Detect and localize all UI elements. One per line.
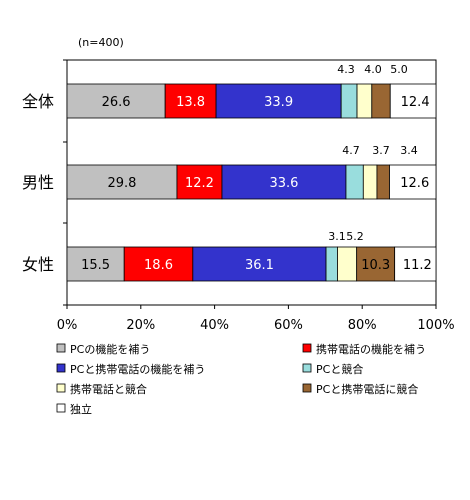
legend-swatch (302, 343, 312, 353)
bar-segment (325, 246, 338, 282)
legend-label: 携帯電話の機能を補う (316, 342, 426, 356)
bar-segment (221, 164, 347, 200)
data-label: 29.8 (108, 176, 137, 191)
data-label: 4.7 (342, 144, 360, 157)
legend-label: PCと携帯電話の機能を補う (70, 362, 205, 376)
sample-size-note: (n=400) (78, 36, 124, 49)
bar-segment (215, 83, 342, 119)
bar-segment (362, 164, 378, 200)
data-label: 36.1 (245, 258, 274, 273)
legend-label: PCの機能を補う (70, 342, 150, 356)
data-label: 33.9 (264, 95, 293, 110)
bar-segment (389, 83, 437, 119)
data-label: 3.4 (400, 144, 418, 157)
bar-segment (389, 164, 437, 200)
data-label: 12.4 (401, 95, 430, 110)
category-label: 全体 (22, 92, 54, 111)
legend-swatch (302, 363, 312, 373)
x-tick-label: 100% (417, 318, 454, 333)
data-label: 13.8 (176, 95, 205, 110)
category-label: 男性 (22, 173, 54, 192)
legend-label: PCと競合 (316, 362, 363, 376)
bar-segment (340, 83, 358, 119)
x-tick-label: 60% (274, 318, 303, 333)
bar-segment (66, 164, 178, 200)
bar-segment (123, 246, 194, 282)
data-label: 18.6 (144, 258, 173, 273)
bar-segment (371, 83, 391, 119)
legend-swatch (56, 403, 66, 413)
bar-segment (66, 246, 125, 282)
bar-segment (337, 246, 358, 282)
data-label: 12.6 (400, 176, 429, 191)
bar-segment (394, 246, 437, 282)
data-label: 15.5 (81, 258, 110, 273)
legend-label: PCと携帯電話に競合 (316, 382, 418, 396)
bar-segment (192, 246, 327, 282)
data-label: 4.0 (364, 63, 382, 76)
data-label: 3.1 (328, 230, 346, 243)
bar-segment (66, 83, 166, 119)
x-tick-label: 40% (200, 318, 229, 333)
data-label: 33.6 (269, 176, 298, 191)
legend-swatch (302, 383, 312, 393)
legend-label: 独立 (70, 402, 92, 416)
bar-segment (164, 83, 217, 119)
data-label: 10.3 (361, 258, 390, 273)
data-label: 4.3 (337, 63, 355, 76)
data-label: 12.2 (185, 176, 214, 191)
legend-swatch (56, 343, 66, 353)
data-label: 26.6 (102, 95, 131, 110)
x-tick-label: 20% (126, 318, 155, 333)
category-label: 女性 (22, 255, 54, 274)
bar-segment (176, 164, 223, 200)
data-label: 3.7 (372, 144, 390, 157)
data-label: 5.2 (346, 230, 364, 243)
x-tick-label: 0% (57, 318, 78, 333)
legend-swatch (56, 383, 66, 393)
legend-label: 携帯電話と競合 (70, 382, 147, 396)
x-tick-label: 80% (348, 318, 377, 333)
legend-swatch (56, 363, 66, 373)
data-label: 11.2 (403, 258, 432, 273)
bar-segment (376, 164, 390, 200)
data-label: 5.0 (390, 63, 408, 76)
bar-segment (356, 83, 373, 119)
bar-segment (345, 164, 364, 200)
